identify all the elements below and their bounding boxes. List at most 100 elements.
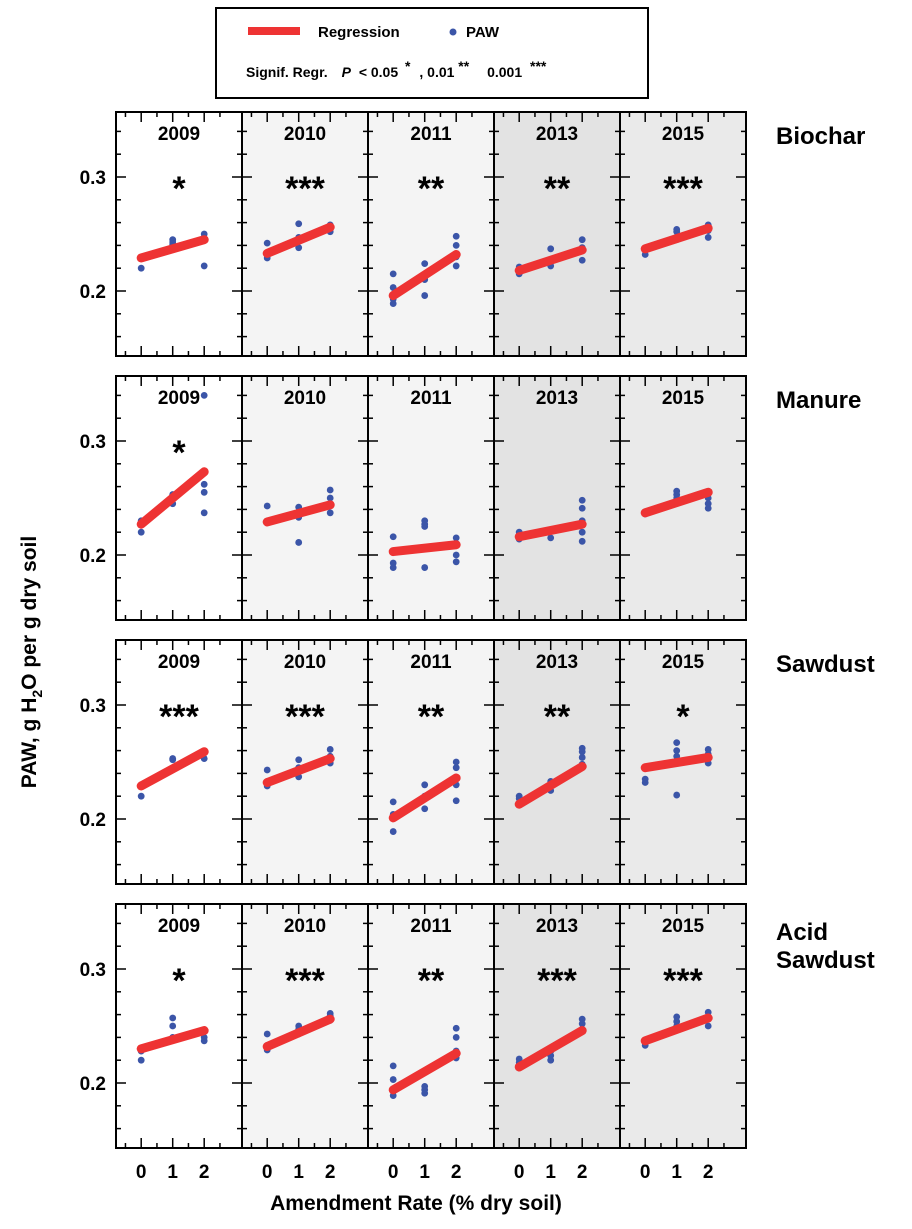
data-point [389, 1076, 397, 1083]
data-point [673, 1013, 681, 1021]
legend-frame [215, 7, 649, 99]
data-point [704, 234, 712, 241]
data-point [137, 528, 145, 536]
data-point [673, 226, 681, 233]
panel-year-label: 2010 [284, 124, 326, 145]
panel-frame [619, 375, 747, 621]
row-label-line: Sawdust [776, 947, 875, 974]
x-tick-label: 0 [262, 1162, 273, 1183]
data-point [263, 766, 271, 774]
x-tick-label: 0 [640, 1162, 651, 1183]
data-point [578, 256, 586, 264]
regression-line [514, 762, 587, 809]
data-point [200, 262, 208, 270]
data-point [200, 488, 208, 496]
row-label: Biochar [776, 123, 865, 150]
regression-line [388, 250, 461, 301]
regression-line [640, 752, 713, 773]
panel-acid-sawdust-2011: 2011 ** [367, 903, 495, 1149]
significance-stars: *** [663, 170, 703, 208]
significance-stars: * [172, 434, 186, 472]
data-point [137, 792, 145, 800]
panel-sawdust-2013: 2013 ** [493, 639, 621, 885]
data-point [389, 559, 397, 567]
data-point [421, 1083, 429, 1090]
data-point [704, 500, 712, 508]
data-point [389, 533, 397, 541]
regression-line [136, 1026, 209, 1054]
data-point [389, 798, 397, 806]
panel-year-label: 2009 [158, 124, 200, 145]
panel-year-label: 2013 [536, 916, 578, 937]
data-point [200, 392, 208, 399]
data-point [421, 260, 429, 268]
data-point [578, 1015, 586, 1023]
panel-frame [619, 639, 747, 885]
panel-manure-2011: 2011 [367, 375, 495, 621]
data-point [547, 534, 555, 542]
legend-signif-prefix: Signif. Regr. [246, 64, 328, 80]
row-label: Manure [776, 387, 861, 414]
data-point [704, 746, 712, 753]
legend-threshold-1: < 0.05 [359, 64, 399, 80]
panel-year-label: 2015 [662, 124, 705, 145]
regression-line [262, 1014, 335, 1052]
panel-year-label: 2015 [662, 916, 705, 937]
significance-stars: *** [159, 698, 199, 736]
data-point [673, 747, 681, 754]
data-point [326, 494, 334, 502]
significance-stars: *** [663, 962, 703, 1000]
data-point [389, 270, 397, 278]
significance-stars: * [172, 962, 186, 1000]
legend-paw-label: PAW [466, 24, 500, 41]
data-point [452, 1024, 460, 1032]
legend-star-1: * [405, 58, 411, 74]
x-axis-title: Amendment Rate (% dry soil) [270, 1192, 562, 1215]
regression-line [262, 754, 335, 788]
data-point [578, 528, 586, 536]
y-tick-label: 0.2 [80, 282, 106, 303]
data-point [578, 236, 586, 244]
x-tick-label: 1 [419, 1162, 430, 1183]
significance-stars: ** [544, 170, 571, 208]
data-point [452, 797, 460, 805]
panel-year-label: 2015 [662, 388, 705, 409]
panel-row-manure: Manure 0.2 0.3 2009 * 2010 2011 2013 2015 [80, 375, 861, 621]
significance-stars: ** [418, 698, 445, 736]
data-point [421, 781, 429, 789]
data-point [169, 1014, 177, 1022]
legend-regression-label: Regression [318, 24, 400, 41]
panel-year-label: 2013 [536, 124, 578, 145]
x-tick-label: 2 [703, 1162, 714, 1183]
panel-year-label: 2013 [536, 652, 578, 673]
data-point [137, 1056, 145, 1064]
panel-year-label: 2010 [284, 388, 326, 409]
panel-year-label: 2011 [410, 916, 452, 937]
data-point [578, 537, 586, 545]
panel-sawdust-2015: 2015 * [619, 639, 747, 885]
row-label-line: Acid [776, 919, 828, 946]
panel-acid-sawdust-2009: 2009 * [115, 903, 243, 1149]
data-point [326, 509, 334, 517]
data-point [263, 1030, 271, 1038]
data-point [200, 509, 208, 517]
legend: Regression PAW Signif. Regr. P < 0.05 * … [215, 7, 649, 99]
panel-sawdust-2011: 2011 ** [367, 639, 495, 885]
data-point [137, 264, 145, 272]
regression-line [388, 773, 461, 823]
data-point [295, 539, 303, 546]
data-point [452, 551, 460, 559]
data-point [452, 764, 460, 772]
legend-p-label: P [342, 64, 352, 80]
data-point [673, 739, 681, 747]
data-point [452, 758, 460, 766]
panel-year-label: 2010 [284, 916, 326, 937]
panel-background [116, 904, 242, 1148]
row-label-line: Manure [776, 387, 861, 414]
data-point [452, 242, 460, 249]
panel-background [368, 640, 494, 884]
significance-stars: *** [285, 170, 325, 208]
data-point [263, 239, 271, 247]
data-point [452, 262, 460, 270]
